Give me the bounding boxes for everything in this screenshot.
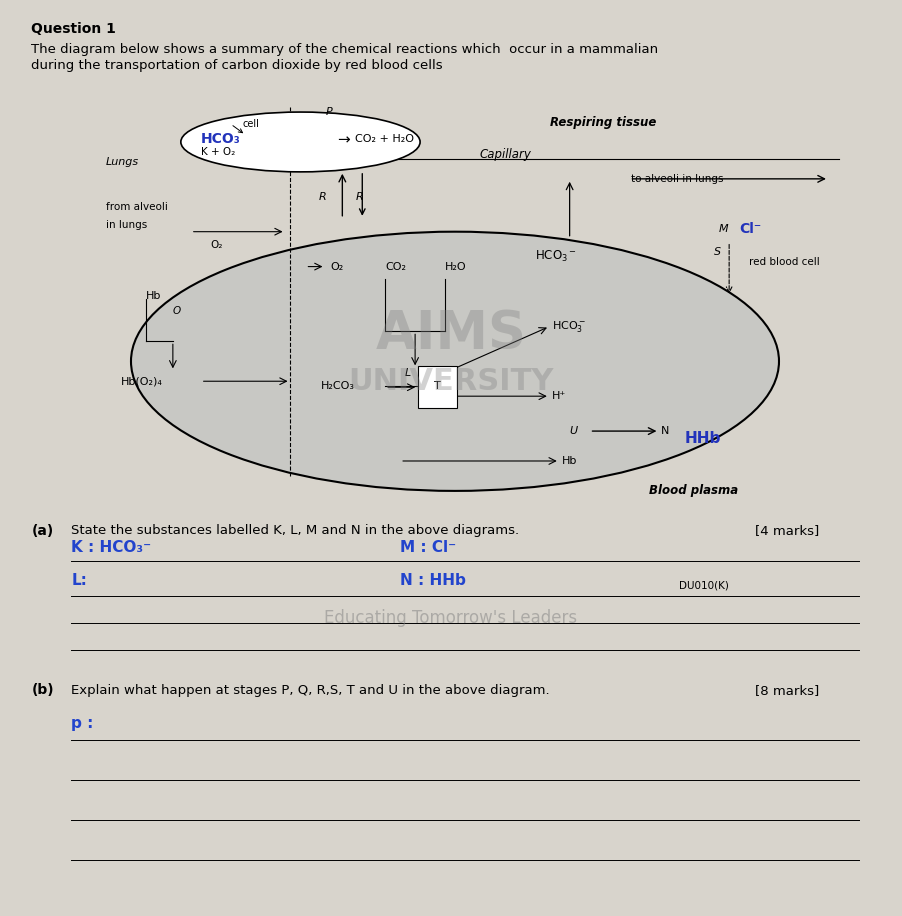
Text: (a): (a) [32,524,53,538]
Text: from alveoli: from alveoli [106,202,168,212]
Text: AIMS: AIMS [375,309,526,360]
Text: M: M [718,224,728,234]
Ellipse shape [180,112,419,172]
Text: U: U [569,426,577,436]
Text: Cl⁻: Cl⁻ [739,222,760,235]
Text: Explain what happen at stages P, Q, R,S, T and U in the above diagram.: Explain what happen at stages P, Q, R,S,… [71,683,549,697]
Text: HCO₃: HCO₃ [200,132,240,146]
Text: Educating Tomorrow's Leaders: Educating Tomorrow's Leaders [324,608,577,627]
Text: T: T [434,381,440,391]
Text: N: N [660,426,669,436]
Text: O₂: O₂ [330,262,344,271]
Text: Question 1: Question 1 [32,22,116,37]
Text: The diagram below shows a summary of the chemical reactions which  occur in a ma: The diagram below shows a summary of the… [32,43,658,56]
Text: N : HHb: N : HHb [400,573,465,588]
Text: Hb: Hb [561,456,576,466]
Text: HCO$_3$$^-$: HCO$_3$$^-$ [534,249,575,264]
Text: H₂O: H₂O [445,262,466,271]
Text: (b): (b) [32,683,54,697]
Text: Blood plasma: Blood plasma [649,485,738,497]
Text: L:: L: [71,573,87,588]
Text: Lungs: Lungs [106,157,139,167]
Text: State the substances labelled K, L, M and N in the above diagrams.: State the substances labelled K, L, M an… [71,524,519,538]
Text: cell: cell [242,119,259,129]
Text: K + O₂: K + O₂ [200,147,235,157]
Text: CO₂: CO₂ [385,262,406,271]
Text: UNIVERSITY: UNIVERSITY [348,366,553,396]
Text: during the transportation of carbon dioxide by red blood cells: during the transportation of carbon diox… [32,59,443,71]
Text: [8 marks]: [8 marks] [754,683,818,697]
Text: $\rightarrow$: $\rightarrow$ [335,132,352,147]
Text: H⁺: H⁺ [551,391,566,401]
Text: Capillary: Capillary [479,148,531,161]
Text: M : Cl⁻: M : Cl⁻ [400,540,456,555]
Text: Hb: Hb [146,291,161,301]
Text: P: P [325,107,332,117]
Text: Hb(O₂)₄: Hb(O₂)₄ [121,376,162,387]
Text: red blood cell: red blood cell [749,256,819,267]
Text: CO₂ + H₂O: CO₂ + H₂O [354,134,414,144]
Text: [4 marks]: [4 marks] [754,524,818,538]
Text: R: R [354,191,363,202]
Text: to alveoli in lungs: to alveoli in lungs [630,174,723,184]
Text: S: S [713,246,721,256]
Text: p :: p : [71,715,94,731]
Text: R: R [318,191,326,202]
Text: Respiring tissue: Respiring tissue [549,115,656,128]
Text: HHb: HHb [684,431,720,445]
Text: K : HCO₃⁻: K : HCO₃⁻ [71,540,152,555]
Text: H₂CO₃: H₂CO₃ [320,381,354,391]
Text: L: L [405,368,411,378]
Ellipse shape [131,232,778,491]
FancyBboxPatch shape [418,366,456,409]
Text: HCO$_3^-$: HCO$_3^-$ [551,319,585,334]
Text: O: O [172,307,180,316]
Text: in lungs: in lungs [106,220,147,230]
Text: O₂: O₂ [210,240,223,250]
Text: DU010(K): DU010(K) [678,581,728,591]
